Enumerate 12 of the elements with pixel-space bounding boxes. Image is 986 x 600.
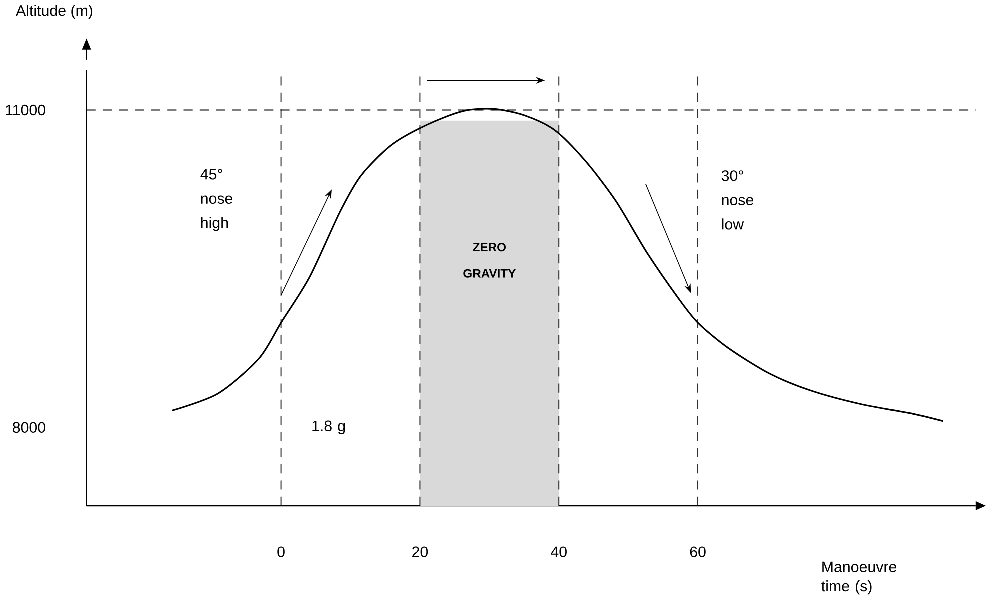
x-tick-label: 0 xyxy=(278,546,285,558)
y-axis-title: Altitude (m) xyxy=(16,5,93,20)
text: ZERO GRAVITY xyxy=(464,243,516,278)
x-tick-label: 60 xyxy=(690,546,706,558)
x-axis-title: Manoeuvre time (s) xyxy=(822,562,896,595)
annotation: 45° nose high xyxy=(200,169,233,232)
y-tick-label: 11000 xyxy=(6,105,46,116)
annotation: 1.8 g xyxy=(312,420,346,435)
annotation: 30° nose low xyxy=(722,170,754,230)
y-tick-label: 8000 xyxy=(13,422,46,434)
x-tick-label: 20 xyxy=(412,546,428,558)
x-tick-label: 40 xyxy=(551,546,567,558)
